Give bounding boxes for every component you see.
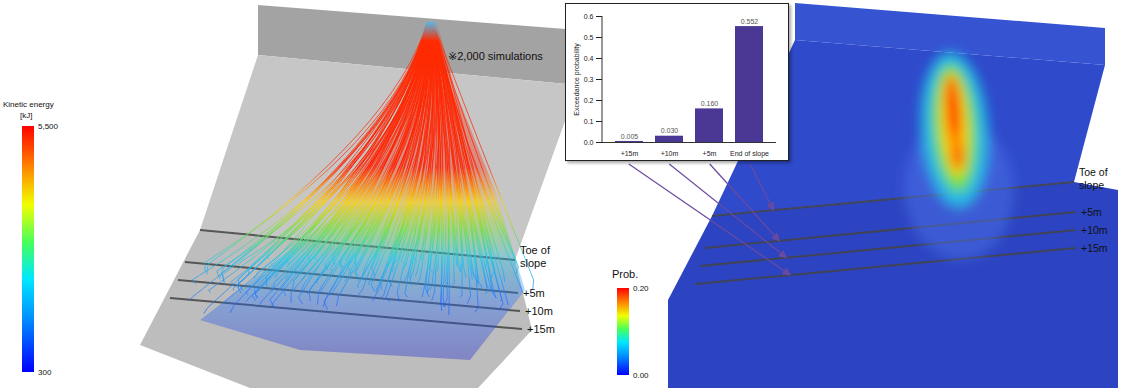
svg-text:Kinetic energy: Kinetic energy xyxy=(3,100,54,109)
svg-text:+10m: +10m xyxy=(661,150,679,157)
svg-text:+10m: +10m xyxy=(525,305,553,317)
svg-text:+5m: +5m xyxy=(1081,206,1102,218)
svg-text:0.552: 0.552 xyxy=(741,18,759,25)
svg-text:+10m: +10m xyxy=(1081,224,1108,236)
svg-text:Exceedance probability: Exceedance probability xyxy=(573,43,581,116)
svg-text:0.0: 0.0 xyxy=(584,139,594,146)
svg-text:+5m: +5m xyxy=(523,287,545,299)
svg-text:0.20: 0.20 xyxy=(633,284,649,293)
svg-text:+5m: +5m xyxy=(703,150,717,157)
svg-text:End of slope: End of slope xyxy=(730,150,769,158)
svg-text:5,500: 5,500 xyxy=(38,122,59,131)
svg-text:Toe ofslope: Toe ofslope xyxy=(520,244,551,269)
svg-text:300: 300 xyxy=(38,368,52,377)
svg-text:Prob.: Prob. xyxy=(612,268,638,280)
svg-text:※2,000 simulations: ※2,000 simulations xyxy=(448,50,543,62)
svg-text:+15m: +15m xyxy=(1081,242,1108,254)
svg-text:+15m: +15m xyxy=(527,323,555,335)
svg-text:0.3: 0.3 xyxy=(584,76,594,83)
svg-text:0.005: 0.005 xyxy=(621,133,639,140)
svg-text:+15m: +15m xyxy=(621,150,639,157)
svg-text:0.6: 0.6 xyxy=(584,13,594,20)
svg-text:0.030: 0.030 xyxy=(661,127,679,134)
svg-text:0.2: 0.2 xyxy=(584,97,594,104)
svg-text:[kJ]: [kJ] xyxy=(20,111,32,120)
svg-text:0.5: 0.5 xyxy=(584,34,594,41)
svg-text:0.4: 0.4 xyxy=(584,55,594,62)
svg-text:0.160: 0.160 xyxy=(701,100,719,107)
svg-text:0.1: 0.1 xyxy=(584,118,594,125)
svg-text:0.00: 0.00 xyxy=(633,371,649,380)
svg-text:Toe ofslope: Toe ofslope xyxy=(1079,166,1108,191)
